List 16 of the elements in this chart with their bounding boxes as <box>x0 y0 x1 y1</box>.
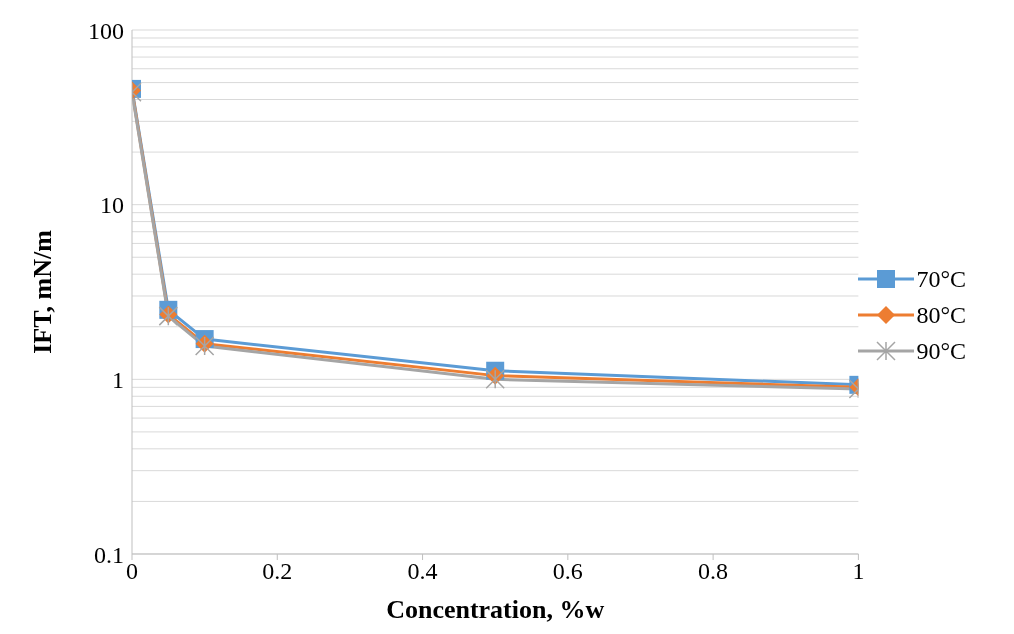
x-tick-label: 0.4 <box>407 558 438 585</box>
legend-label: 70°C <box>916 265 966 293</box>
x-axis-title: Concentration, %w <box>386 595 605 624</box>
x-tick-label: 0.8 <box>698 558 729 585</box>
x-tick-label: 0 <box>126 558 138 585</box>
legend-label: 90°C <box>916 337 966 365</box>
x-tick-label: 0.2 <box>262 558 293 585</box>
y-tick-label: 10 <box>100 192 124 219</box>
x-tick-label: 0.6 <box>552 558 583 585</box>
y-tick-label: 0.1 <box>94 541 124 568</box>
y-axis-title: IFT, mN/m <box>28 229 58 354</box>
x-tick-label: 1 <box>852 558 865 585</box>
point <box>485 369 505 390</box>
legend-label: 80°C <box>916 301 966 329</box>
y-tick-label: 1 <box>112 366 124 393</box>
y-tick-label: 100 <box>88 17 124 44</box>
